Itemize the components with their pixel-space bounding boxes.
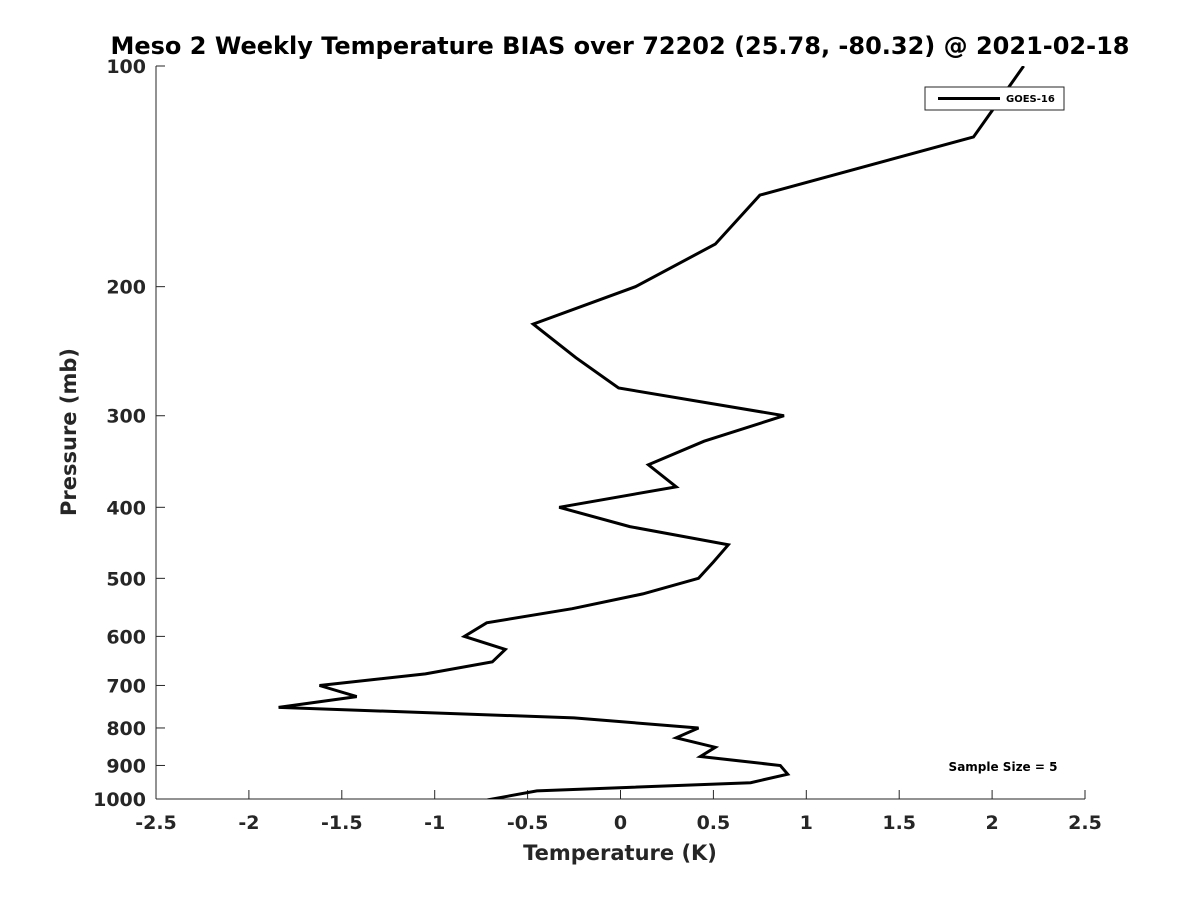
x-tick-label: 1.5	[882, 812, 916, 834]
series-line-goes-16	[278, 66, 1025, 799]
x-tick-label: -2	[238, 812, 259, 834]
x-tick-label: -1.5	[321, 812, 363, 834]
x-tick-label: -1	[424, 812, 445, 834]
legend-label-goes-16: GOES-16	[1006, 94, 1055, 105]
x-ticks: -2.5 -2 -1.5 -1 -0.5 0 0.5 1 1.5 2 2.5	[135, 790, 1102, 834]
chart-title: Meso 2 Weekly Temperature BIAS over 7220…	[110, 32, 1129, 60]
x-tick-label: -0.5	[507, 812, 549, 834]
y-tick-label: 900	[106, 755, 146, 777]
y-axis-label: Pressure (mb)	[57, 348, 81, 516]
y-tick-label: 400	[106, 497, 146, 519]
sample-size-annotation: Sample Size = 5	[949, 760, 1058, 774]
x-tick-label: 2.5	[1068, 812, 1102, 834]
x-tick-label: 2	[985, 812, 998, 834]
x-tick-label: 0.5	[697, 812, 731, 834]
y-tick-label: 200	[106, 277, 146, 299]
legend[interactable]: GOES-16	[924, 86, 1065, 111]
x-tick-label: 0	[614, 812, 627, 834]
x-axis-label: Temperature (K)	[523, 841, 717, 865]
x-tick-label: -2.5	[135, 812, 177, 834]
plot-area	[278, 66, 1025, 799]
y-tick-label: 600	[106, 626, 146, 648]
y-ticks: 100 200 300 400 500 600 700 800 900 1000	[93, 56, 165, 811]
y-tick-label: 500	[106, 568, 146, 590]
y-tick-label: 800	[106, 718, 146, 740]
y-tick-label: 1000	[93, 789, 146, 811]
y-tick-label: 100	[106, 56, 146, 78]
y-tick-label: 700	[106, 675, 146, 697]
y-tick-label: 300	[106, 406, 146, 428]
x-tick-label: 1	[800, 812, 813, 834]
